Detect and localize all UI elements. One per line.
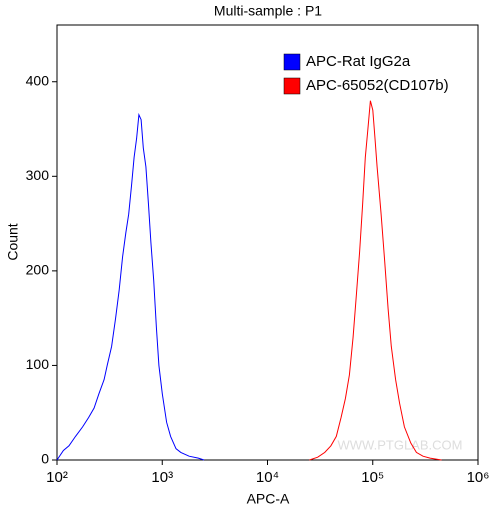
y-tick-label: 100: [26, 356, 50, 372]
x-tick-label: 10⁴: [256, 469, 279, 486]
x-tick-label: 10⁵: [361, 469, 384, 486]
y-axis-label: Count: [5, 223, 21, 260]
y-tick-label: 300: [26, 167, 50, 183]
histogram-line: [309, 100, 442, 461]
chart-title: Multi-sample : P1: [214, 3, 322, 19]
legend-label: APC-65052(CD107b): [306, 77, 449, 94]
y-tick-label: 400: [26, 72, 50, 88]
legend-swatch: [283, 53, 301, 71]
watermark: WWW.PTGLAB.COM: [338, 437, 463, 452]
legend-label: APC-Rat IgG2a: [306, 53, 411, 70]
x-tick-label: 10³: [151, 469, 173, 486]
x-tick-label: 10²: [46, 469, 68, 486]
y-tick-label: 200: [26, 262, 50, 278]
x-axis-label: APC-A: [247, 491, 290, 507]
y-tick-label: 0: [41, 451, 49, 467]
x-tick-label: 10⁶: [467, 469, 490, 486]
legend-swatch: [283, 77, 301, 95]
histogram-line: [56, 112, 205, 461]
